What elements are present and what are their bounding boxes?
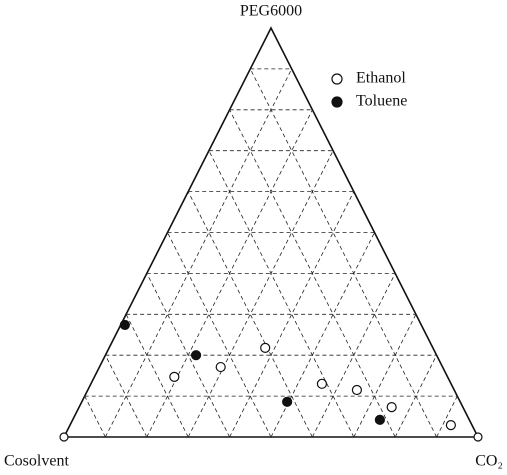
grid-line (146, 273, 230, 438)
grid-line (394, 355, 437, 438)
grid-line (125, 314, 189, 438)
legend-label: Ethanol (356, 70, 406, 87)
left-label: Cosolvent (4, 453, 69, 470)
point (445, 420, 456, 431)
point (386, 402, 397, 413)
grid-line (105, 355, 148, 438)
grid-line (249, 68, 437, 438)
top-label: PEG6000 (240, 3, 302, 20)
point (119, 319, 130, 331)
legend-marker (331, 73, 343, 85)
point (351, 384, 363, 396)
point (190, 350, 202, 361)
vertex (59, 432, 69, 442)
grid-line (312, 273, 396, 438)
grid-line (167, 232, 272, 438)
point (260, 342, 271, 353)
grid-line (208, 150, 355, 438)
point (169, 371, 180, 382)
vertex (473, 432, 483, 442)
grid-line (353, 314, 417, 438)
right-label: CO₂ (475, 453, 503, 470)
grid-line (84, 395, 106, 438)
grid-line (187, 150, 334, 438)
point (282, 396, 293, 407)
point (316, 378, 328, 389)
legend-marker (331, 96, 343, 108)
triangle (62, 26, 480, 438)
grid-line (105, 68, 293, 438)
grid-line (436, 395, 458, 438)
point (215, 361, 226, 373)
legend-label: Toluene (356, 93, 407, 110)
point (374, 414, 385, 425)
